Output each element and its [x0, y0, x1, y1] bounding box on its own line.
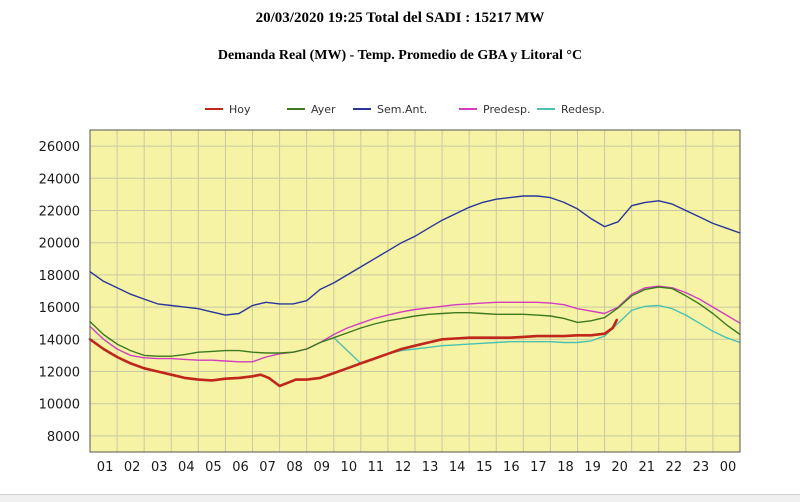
- x-tick-label: 04: [178, 460, 195, 475]
- legend-label: Hoy: [229, 103, 251, 116]
- grid: [90, 130, 740, 452]
- x-tick-label: 02: [124, 460, 141, 475]
- y-tick-label: 22000: [39, 205, 80, 220]
- legend: Hoy Ayer Sem.Ant. Predesp. Redesp.: [205, 103, 605, 116]
- legend-label: Sem.Ant.: [377, 103, 427, 116]
- x-tick-label: 03: [151, 460, 168, 475]
- plot-border: [89, 129, 741, 453]
- x-tick-label: 20: [611, 460, 628, 475]
- y-axis: 8000 10000 12000 14000 16000 18000 20000 22000 2…: [39, 140, 80, 445]
- y-tick-label: 14000: [39, 333, 80, 348]
- x-tick-label: 10: [341, 460, 358, 475]
- series-line-hoy: [88, 318, 619, 388]
- series-line-sem-ant: [89, 195, 741, 316]
- x-tick-label: 23: [693, 460, 710, 475]
- y-tick-label: 18000: [39, 269, 80, 284]
- x-tick-label: 08: [286, 460, 303, 475]
- y-tick-label: 8000: [47, 430, 80, 445]
- series-line-redesp: [333, 304, 741, 365]
- series-line-predesp: [89, 285, 741, 363]
- x-tick-label: 16: [503, 460, 520, 475]
- y-tick-label: 10000: [39, 398, 80, 413]
- y-tick-label: 24000: [39, 172, 80, 187]
- x-tick-label: 12: [395, 460, 412, 475]
- x-tick-label: 15: [476, 460, 493, 475]
- x-tick-label: 00: [720, 460, 737, 475]
- x-tick-label: 11: [368, 460, 385, 475]
- x-tick-label: 01: [97, 460, 114, 475]
- x-tick-label: 07: [259, 460, 276, 475]
- x-tick-label: 21: [638, 460, 655, 475]
- x-tick-label: 13: [422, 460, 439, 475]
- y-tick-label: 16000: [39, 301, 80, 316]
- x-tick-label: 05: [205, 460, 222, 475]
- x-tick-label: 14: [449, 460, 466, 475]
- y-tick-label: 20000: [39, 237, 80, 252]
- x-tick-label: 18: [557, 460, 574, 475]
- legend-label: Predesp.: [483, 103, 530, 116]
- x-tick-label: 22: [666, 460, 683, 475]
- chart-title: 20/03/2020 19:25 Total del SADI : 15217 …: [255, 10, 545, 26]
- series-layer: [88, 195, 741, 388]
- legend-label: Redesp.: [561, 103, 605, 116]
- series-line-ayer: [89, 286, 741, 357]
- chart-subtitle: Demanda Real (MW) - Temp. Promedio de GB…: [217, 48, 583, 63]
- x-tick-label: 17: [530, 460, 547, 475]
- legend-label: Ayer: [311, 103, 336, 116]
- x-tick-label: 06: [232, 460, 249, 475]
- x-tick-label: 19: [584, 460, 601, 475]
- y-tick-label: 26000: [39, 140, 80, 155]
- y-tick-label: 12000: [39, 366, 80, 381]
- x-axis: 01 02 03 04 05 06 07 08 09 10 11 12 13 14 15 16 17 18 19 20…: [97, 460, 736, 475]
- x-tick-label: 09: [313, 460, 330, 475]
- horizontal-scrollbar[interactable]: [0, 494, 800, 502]
